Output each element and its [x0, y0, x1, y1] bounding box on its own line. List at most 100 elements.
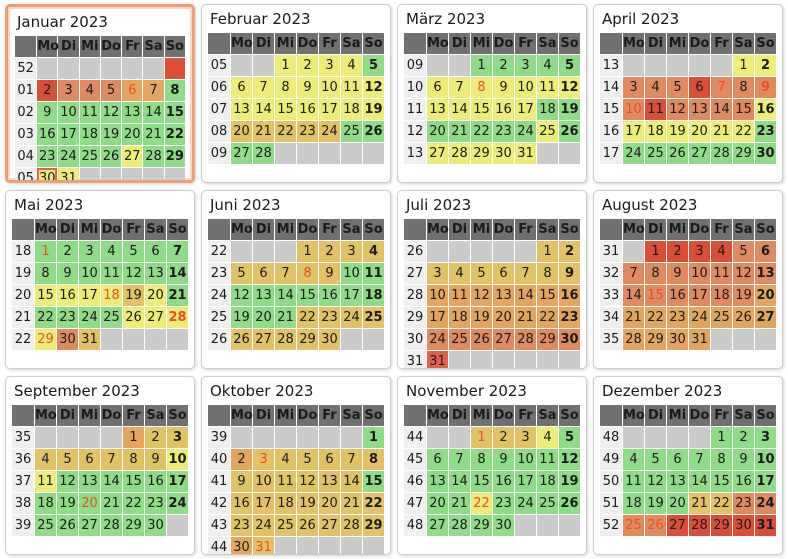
day-cell[interactable]: 15	[34, 285, 56, 306]
day-cell[interactable]: 25	[536, 121, 558, 142]
day-cell[interactable]: 1	[296, 241, 318, 262]
day-cell[interactable]: 21	[166, 285, 188, 306]
day-cell[interactable]: 2	[492, 427, 514, 448]
day-cell[interactable]: 25	[362, 307, 384, 328]
day-cell[interactable]: 20	[78, 493, 100, 514]
day-cell[interactable]: 10	[78, 263, 100, 284]
day-cell[interactable]: 18	[100, 285, 122, 306]
day-cell[interactable]: 13	[688, 99, 710, 120]
day-cell[interactable]: 9	[144, 449, 166, 470]
day-cell[interactable]: 26	[122, 307, 144, 328]
day-cell[interactable]: 9	[37, 102, 58, 123]
day-cell[interactable]: 2	[296, 55, 318, 76]
day-cell[interactable]: 9	[296, 77, 318, 98]
day-cell[interactable]: 1	[470, 55, 492, 76]
day-cell[interactable]: 21	[622, 307, 644, 328]
day-cell[interactable]: 4	[274, 449, 296, 470]
day-cell[interactable]: 19	[362, 99, 384, 120]
day-cell[interactable]: 28	[622, 329, 644, 350]
day-cell[interactable]: 8	[296, 263, 318, 284]
day-cell[interactable]: 20	[666, 493, 688, 514]
day-cell[interactable]: 18	[79, 124, 100, 145]
day-cell[interactable]: 15	[470, 99, 492, 120]
day-cell[interactable]: 27	[252, 329, 274, 350]
day-cell[interactable]: 1	[644, 241, 666, 262]
day-cell[interactable]: 3	[688, 241, 710, 262]
day-cell[interactable]: 7	[252, 77, 274, 98]
day-cell[interactable]: 28	[274, 329, 296, 350]
day-cell[interactable]: 2	[666, 241, 688, 262]
day-cell[interactable]: 2	[56, 241, 78, 262]
day-cell[interactable]: 5	[644, 449, 666, 470]
day-cell[interactable]: 26	[644, 515, 666, 536]
day-cell[interactable]: 24	[514, 121, 536, 142]
day-cell[interactable]: 22	[34, 307, 56, 328]
day-cell[interactable]: 11	[622, 471, 644, 492]
day-cell[interactable]: 26	[230, 329, 252, 350]
day-cell[interactable]: 24	[318, 121, 340, 142]
day-cell[interactable]: 22	[644, 307, 666, 328]
day-cell[interactable]: 23	[56, 307, 78, 328]
day-cell[interactable]: 21	[448, 121, 470, 142]
day-cell[interactable]: 26	[470, 329, 492, 350]
day-cell[interactable]: 11	[536, 449, 558, 470]
day-cell[interactable]: 29	[34, 329, 56, 350]
day-cell[interactable]: 6	[122, 80, 143, 101]
day-cell[interactable]: 17	[426, 307, 448, 328]
day-cell[interactable]: 19	[558, 99, 580, 120]
day-cell[interactable]: 16	[56, 285, 78, 306]
day-cell[interactable]: 7	[514, 263, 536, 284]
day-cell[interactable]: 4	[448, 263, 470, 284]
day-cell[interactable]: 13	[122, 102, 143, 123]
day-cell[interactable]: 30	[732, 515, 754, 536]
day-cell[interactable]: 23	[732, 493, 754, 514]
day-cell[interactable]: 13	[318, 471, 340, 492]
day-cell[interactable]: 29	[710, 515, 732, 536]
day-cell[interactable]: 23	[666, 307, 688, 328]
day-cell[interactable]: 28	[252, 143, 274, 164]
day-cell[interactable]: 21	[143, 124, 164, 145]
day-cell[interactable]: 25	[79, 146, 100, 167]
day-cell[interactable]: 23	[492, 493, 514, 514]
day-cell[interactable]: 17	[318, 99, 340, 120]
day-cell[interactable]: 26	[100, 146, 122, 167]
day-cell[interactable]: 30	[558, 329, 580, 350]
day-cell[interactable]: 5	[558, 427, 580, 448]
day-cell[interactable]: 16	[492, 471, 514, 492]
day-cell[interactable]: 30	[230, 537, 252, 554]
day-cell[interactable]: 3	[622, 77, 644, 98]
day-cell[interactable]: 5	[558, 55, 580, 76]
day-cell[interactable]: 31	[754, 515, 776, 536]
day-cell[interactable]: 1	[470, 427, 492, 448]
day-cell[interactable]: 15	[536, 285, 558, 306]
day-cell[interactable]: 17	[78, 285, 100, 306]
day-cell[interactable]: 26	[666, 143, 688, 164]
day-cell[interactable]: 19	[122, 285, 144, 306]
day-cell[interactable]: 18	[448, 307, 470, 328]
day-cell[interactable]: 29	[732, 143, 754, 164]
day-cell[interactable]: 12	[230, 285, 252, 306]
day-cell[interactable]: 3	[58, 80, 79, 101]
day-cell[interactable]: 26	[56, 515, 78, 536]
day-cell[interactable]: 24	[340, 307, 362, 328]
day-cell[interactable]: 26	[732, 307, 754, 328]
day-cell[interactable]: 2	[144, 427, 166, 448]
day-cell[interactable]: 15	[362, 471, 384, 492]
day-cell[interactable]: 10	[622, 99, 644, 120]
day-cell[interactable]: 1	[274, 55, 296, 76]
day-cell[interactable]: 27	[318, 515, 340, 536]
day-cell[interactable]: 6	[144, 241, 166, 262]
day-cell[interactable]: 6	[230, 77, 252, 98]
day-cell[interactable]: 2	[318, 241, 340, 262]
day-cell[interactable]: 8	[164, 80, 185, 101]
day-cell[interactable]: 4	[710, 241, 732, 262]
day-cell[interactable]: 16	[666, 285, 688, 306]
day-cell[interactable]: 28	[688, 515, 710, 536]
day-cell[interactable]: 5	[470, 263, 492, 284]
day-cell[interactable]: 13	[230, 99, 252, 120]
day-cell[interactable]: 25	[448, 329, 470, 350]
day-cell[interactable]: 5	[732, 241, 754, 262]
day-cell[interactable]: 11	[79, 102, 100, 123]
day-cell[interactable]: 24	[514, 493, 536, 514]
day-cell[interactable]: 19	[56, 493, 78, 514]
